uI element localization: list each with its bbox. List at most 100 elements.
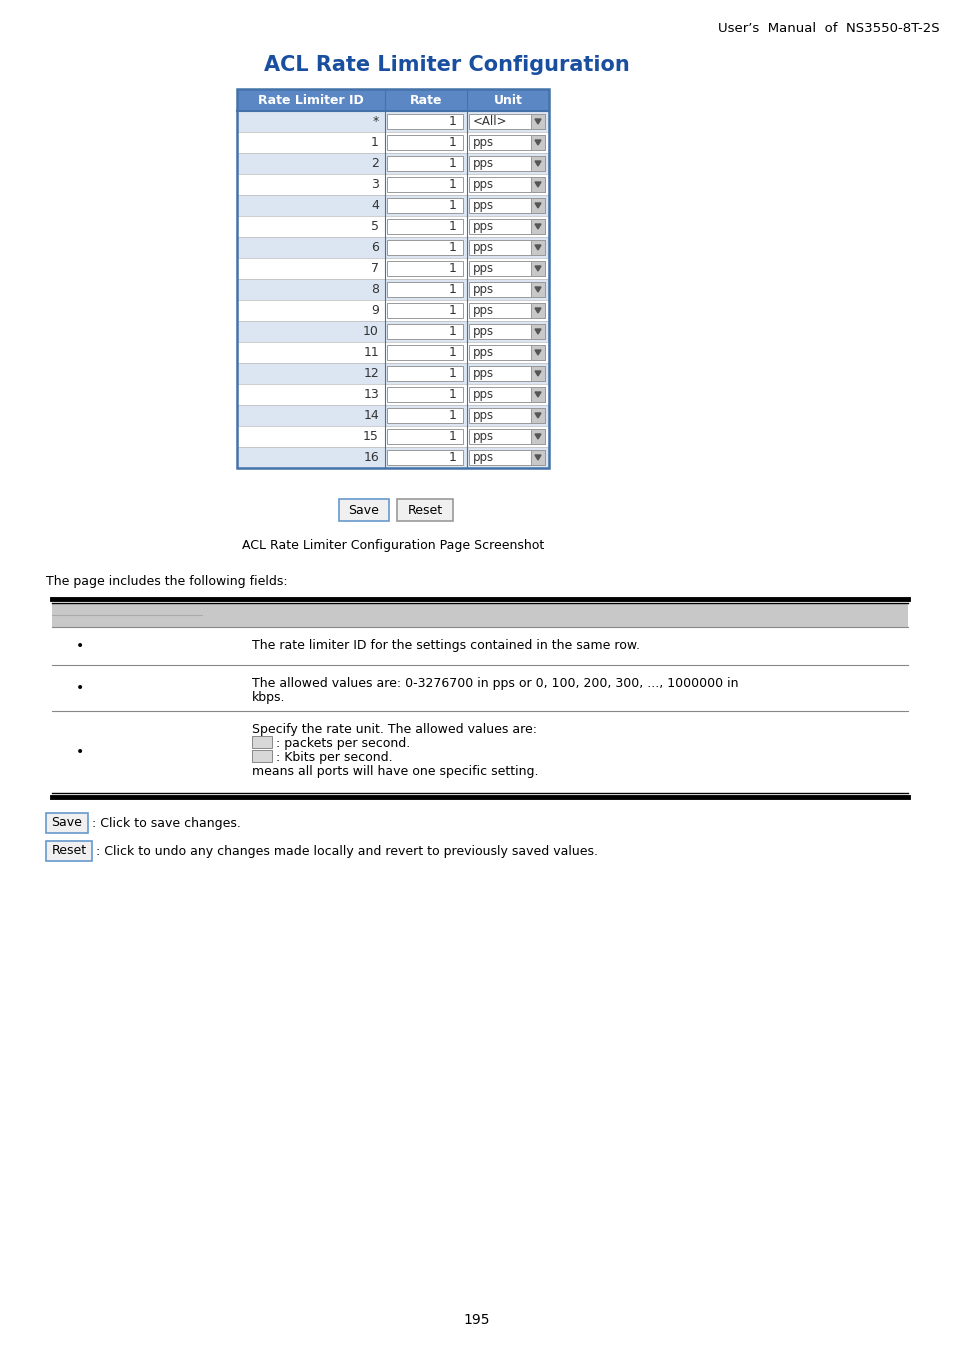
Bar xyxy=(236,405,548,427)
Bar xyxy=(387,198,462,213)
Text: pps: pps xyxy=(473,284,494,296)
Bar xyxy=(531,157,544,171)
Text: The allowed values are: 0-3276700 in pps or 0, 100, 200, 300, ..., 1000000 in: The allowed values are: 0-3276700 in pps… xyxy=(252,676,738,690)
Bar xyxy=(387,387,462,402)
Text: 9: 9 xyxy=(371,304,378,317)
Polygon shape xyxy=(535,288,540,292)
Bar xyxy=(469,157,544,171)
Bar xyxy=(469,408,544,423)
Bar xyxy=(387,135,462,150)
Text: 1: 1 xyxy=(449,387,456,401)
Text: pps: pps xyxy=(473,325,494,338)
Bar xyxy=(236,279,548,300)
Text: : Click to save changes.: : Click to save changes. xyxy=(91,817,240,829)
Text: 1: 1 xyxy=(449,242,456,254)
Bar xyxy=(469,113,544,130)
Polygon shape xyxy=(535,119,540,124)
Text: pps: pps xyxy=(473,157,494,170)
Bar xyxy=(387,346,462,360)
Text: 1: 1 xyxy=(449,198,456,212)
Bar xyxy=(236,427,548,447)
Polygon shape xyxy=(535,202,540,208)
Text: User’s  Manual  of  NS3550-8T-2S: User’s Manual of NS3550-8T-2S xyxy=(718,22,939,35)
Text: pps: pps xyxy=(473,220,494,234)
Bar xyxy=(236,194,548,216)
Bar xyxy=(469,450,544,464)
Bar xyxy=(387,261,462,275)
Bar xyxy=(52,603,907,626)
FancyBboxPatch shape xyxy=(338,500,389,521)
Bar xyxy=(387,157,462,171)
Text: pps: pps xyxy=(473,451,494,464)
Text: 1: 1 xyxy=(449,346,456,359)
Text: Save: Save xyxy=(348,504,379,517)
Text: 1: 1 xyxy=(449,262,456,275)
Bar xyxy=(469,302,544,319)
Bar xyxy=(236,111,548,132)
Bar xyxy=(236,321,548,342)
Bar xyxy=(531,302,544,319)
Bar xyxy=(531,219,544,234)
Bar xyxy=(531,366,544,381)
Bar xyxy=(252,736,272,748)
Text: •: • xyxy=(76,639,84,653)
Text: 14: 14 xyxy=(363,409,378,423)
Bar xyxy=(387,219,462,234)
Bar xyxy=(236,363,548,383)
Bar xyxy=(236,447,548,468)
Text: pps: pps xyxy=(473,136,494,148)
Text: 7: 7 xyxy=(371,262,378,275)
Text: The rate limiter ID for the settings contained in the same row.: The rate limiter ID for the settings con… xyxy=(252,639,639,652)
Text: 1: 1 xyxy=(449,178,456,190)
Bar xyxy=(387,113,462,130)
Polygon shape xyxy=(535,455,540,460)
Text: The page includes the following fields:: The page includes the following fields: xyxy=(46,575,287,589)
Text: 1: 1 xyxy=(449,136,456,148)
Bar xyxy=(469,324,544,339)
Bar xyxy=(252,751,272,761)
Bar xyxy=(387,240,462,255)
Bar xyxy=(531,177,544,192)
Bar xyxy=(531,261,544,275)
Text: 195: 195 xyxy=(463,1314,490,1327)
Bar xyxy=(469,282,544,297)
Bar xyxy=(469,261,544,275)
Polygon shape xyxy=(535,392,540,397)
Text: 12: 12 xyxy=(363,367,378,379)
Text: •: • xyxy=(76,745,84,759)
Text: 13: 13 xyxy=(363,387,378,401)
FancyBboxPatch shape xyxy=(46,813,88,833)
Bar xyxy=(387,429,462,444)
Bar xyxy=(469,198,544,213)
Bar xyxy=(236,258,548,279)
Text: 1: 1 xyxy=(449,304,456,317)
Text: 4: 4 xyxy=(371,198,378,212)
Text: pps: pps xyxy=(473,242,494,254)
Bar xyxy=(531,135,544,150)
Bar xyxy=(387,450,462,464)
Polygon shape xyxy=(535,224,540,230)
Bar xyxy=(469,219,544,234)
Bar xyxy=(236,238,548,258)
Text: 1: 1 xyxy=(449,325,456,338)
Text: 1: 1 xyxy=(449,115,456,128)
Polygon shape xyxy=(535,266,540,271)
FancyBboxPatch shape xyxy=(396,500,453,521)
Text: 1: 1 xyxy=(449,284,456,296)
Text: 15: 15 xyxy=(363,431,378,443)
Text: : Kbits per second.: : Kbits per second. xyxy=(275,751,393,764)
Bar xyxy=(236,383,548,405)
Text: 1: 1 xyxy=(449,220,456,234)
Text: •: • xyxy=(76,680,84,695)
Text: <All>: <All> xyxy=(473,115,507,128)
Text: pps: pps xyxy=(473,387,494,401)
Bar xyxy=(236,132,548,153)
Bar xyxy=(469,429,544,444)
Bar xyxy=(531,387,544,402)
Text: Reset: Reset xyxy=(407,504,442,517)
Text: 10: 10 xyxy=(363,325,378,338)
Bar xyxy=(531,282,544,297)
Polygon shape xyxy=(535,140,540,144)
Bar xyxy=(531,408,544,423)
Text: *: * xyxy=(373,115,378,128)
